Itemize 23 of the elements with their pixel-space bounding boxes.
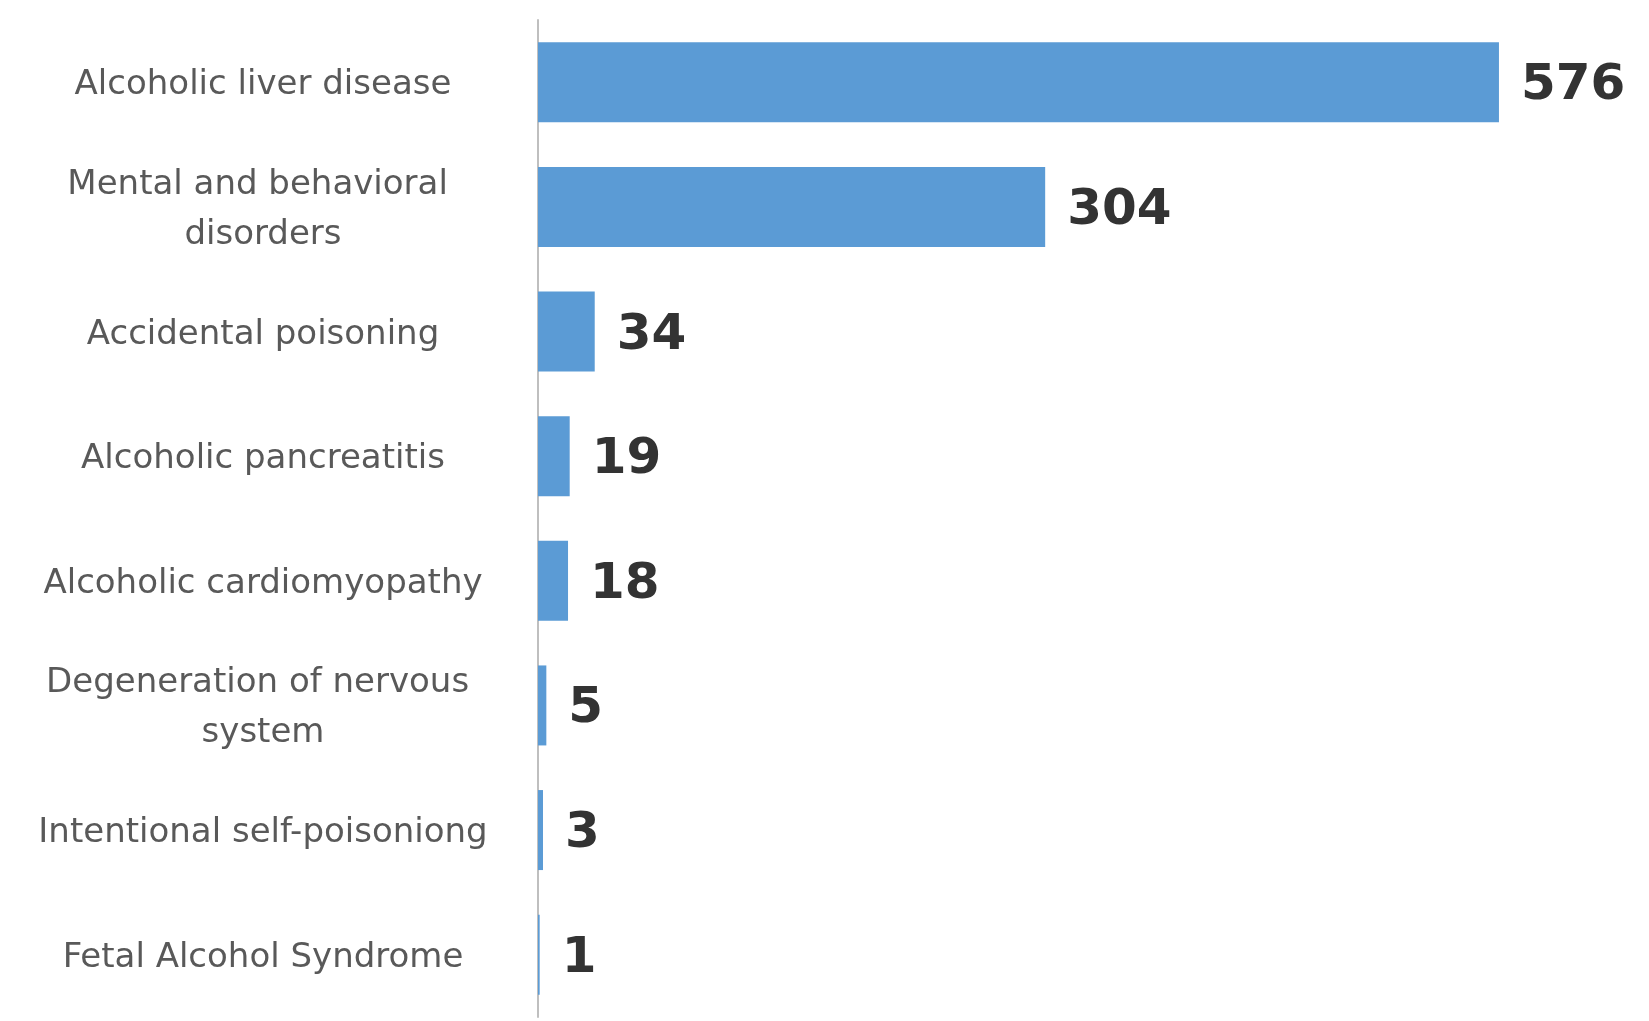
y-tick-label: Accidental poisoning — [86, 311, 440, 352]
bar — [538, 42, 1499, 123]
y-tick-label: Intentional self-poisoniong — [38, 810, 488, 851]
y-tick-label: Alcoholic pancreatitis — [81, 436, 445, 477]
bar — [538, 166, 1046, 247]
bar — [538, 790, 544, 871]
bar — [538, 665, 547, 746]
bar — [538, 416, 570, 497]
data-label: 34 — [616, 302, 687, 361]
y-tick-label: Fetal Alcohol Syndrome — [62, 934, 464, 975]
y-tick-label: Mental and behavioral disorders — [67, 161, 459, 252]
data-label: 576 — [1520, 53, 1626, 112]
data-label: 3 — [565, 801, 600, 860]
data-label: 304 — [1067, 177, 1172, 236]
bar — [538, 540, 569, 621]
data-label: 19 — [591, 427, 662, 486]
y-tick-label: Alcoholic liver disease — [74, 62, 452, 103]
bar — [538, 291, 595, 372]
y-tick-label: Degeneration of nervous system — [46, 660, 480, 751]
y-tick-label: Alcoholic cardiomyopathy — [43, 560, 483, 601]
data-label: 1 — [561, 925, 597, 984]
data-label: 5 — [568, 676, 604, 735]
data-label: 18 — [590, 551, 660, 610]
